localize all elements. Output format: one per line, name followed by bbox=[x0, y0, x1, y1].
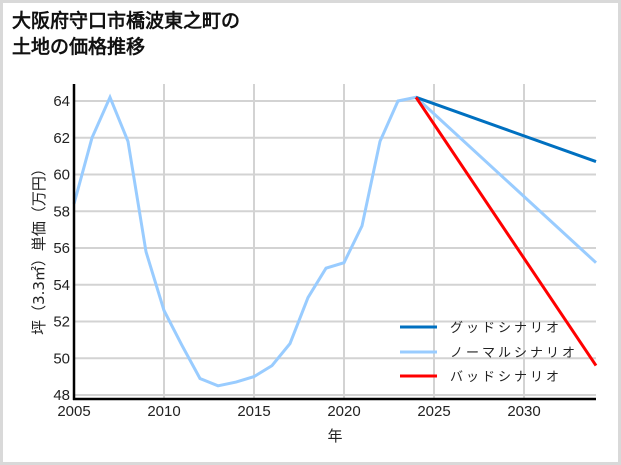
y-tick-label: 52 bbox=[53, 314, 70, 331]
grid-lines bbox=[74, 84, 596, 399]
axes bbox=[72, 84, 596, 401]
y-tick-label: 58 bbox=[53, 203, 70, 220]
series-line bbox=[72, 93, 598, 388]
title-line-2: 土地の価格推移 bbox=[12, 36, 146, 58]
title-line-1: 大阪府守口市橋波東之町の bbox=[12, 10, 241, 32]
y-tick-label: 64 bbox=[53, 93, 70, 110]
x-tick-label: 2030 bbox=[507, 403, 540, 420]
chart-title: 大阪府守口市橋波東之町の 土地の価格推移 bbox=[12, 8, 240, 60]
x-tick-label: 2025 bbox=[417, 403, 450, 420]
x-tick-label: 2005 bbox=[57, 403, 90, 420]
tick-labels: 48 50 52 54 56 58 60 62 64 2005 2010 2015 2020 2025 20… bbox=[53, 93, 540, 420]
y-tick-label: 62 bbox=[53, 130, 70, 147]
y-tick-label: 48 bbox=[53, 387, 70, 404]
x-axis-label: 年 bbox=[327, 427, 342, 445]
y-tick-label: 60 bbox=[53, 167, 70, 184]
x-tick-label: 2010 bbox=[147, 403, 180, 420]
series-line bbox=[415, 95, 597, 164]
y-tick-label: 50 bbox=[53, 350, 70, 367]
y-axis-label: 坪（3.3㎡）単価（万円） bbox=[30, 161, 48, 335]
series-lines bbox=[72, 93, 598, 388]
series-line bbox=[414, 96, 598, 367]
y-tick-label: 54 bbox=[53, 277, 70, 294]
y-tick-label: 56 bbox=[53, 240, 70, 257]
x-tick-label: 2015 bbox=[237, 403, 270, 420]
legend-label: バッドシナリオ bbox=[450, 370, 562, 385]
legend-label: ノーマルシナリオ bbox=[450, 346, 578, 361]
x-tick-label: 2020 bbox=[327, 403, 360, 420]
legend-label: グッドシナリオ bbox=[450, 321, 562, 336]
